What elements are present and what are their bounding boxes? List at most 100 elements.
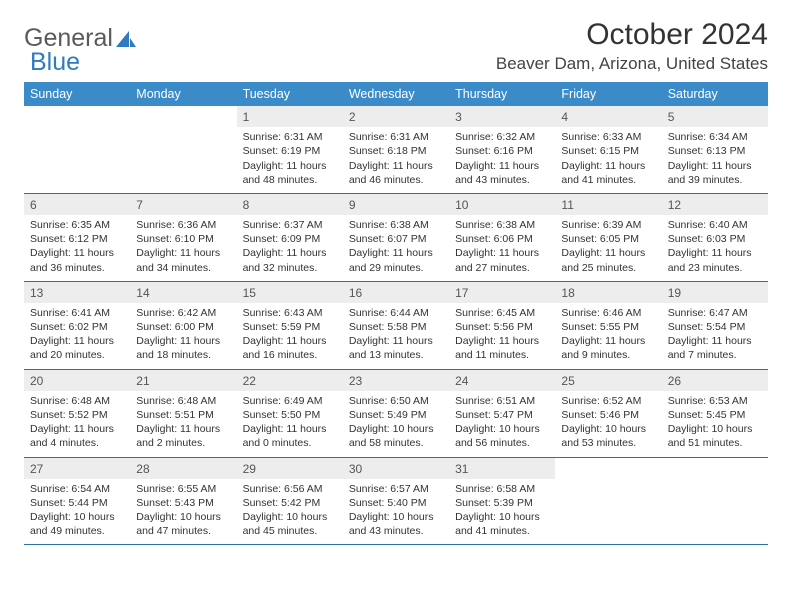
day-number: 6 <box>24 194 130 215</box>
day-cell: 18Sunrise: 6:46 AMSunset: 5:55 PMDayligh… <box>555 282 661 369</box>
daylight-text: Daylight: 11 hours <box>455 246 549 260</box>
day-number: 8 <box>237 194 343 215</box>
sunrise-text: Sunrise: 6:52 AM <box>561 394 655 408</box>
daylight-text: Daylight: 10 hours <box>349 510 443 524</box>
sunset-text: Sunset: 5:47 PM <box>455 408 549 422</box>
month-title: October 2024 <box>496 18 768 52</box>
day-cell: 7Sunrise: 6:36 AMSunset: 6:10 PMDaylight… <box>130 194 236 281</box>
sunset-text: Sunset: 5:50 PM <box>243 408 337 422</box>
day-cell: 31Sunrise: 6:58 AMSunset: 5:39 PMDayligh… <box>449 458 555 545</box>
sunrise-text: Sunrise: 6:31 AM <box>243 130 337 144</box>
week-row: 20Sunrise: 6:48 AMSunset: 5:52 PMDayligh… <box>24 370 768 458</box>
sunset-text: Sunset: 5:49 PM <box>349 408 443 422</box>
sunset-text: Sunset: 6:12 PM <box>30 232 124 246</box>
daylight-text: and 49 minutes. <box>30 524 124 538</box>
day-number: 4 <box>555 106 661 127</box>
daylight-text: Daylight: 11 hours <box>30 334 124 348</box>
sunset-text: Sunset: 5:42 PM <box>243 496 337 510</box>
sunset-text: Sunset: 5:46 PM <box>561 408 655 422</box>
day-body: Sunrise: 6:54 AMSunset: 5:44 PMDaylight:… <box>24 479 130 545</box>
day-body: Sunrise: 6:56 AMSunset: 5:42 PMDaylight:… <box>237 479 343 545</box>
daylight-text: and 11 minutes. <box>455 348 549 362</box>
daylight-text: and 41 minutes. <box>561 173 655 187</box>
day-body: Sunrise: 6:38 AMSunset: 6:07 PMDaylight:… <box>343 215 449 281</box>
sunset-text: Sunset: 6:13 PM <box>668 144 762 158</box>
location: Beaver Dam, Arizona, United States <box>496 54 768 74</box>
sunrise-text: Sunrise: 6:38 AM <box>349 218 443 232</box>
day-cell: 21Sunrise: 6:48 AMSunset: 5:51 PMDayligh… <box>130 370 236 457</box>
day-number: 17 <box>449 282 555 303</box>
day-number: 5 <box>662 106 768 127</box>
sunrise-text: Sunrise: 6:55 AM <box>136 482 230 496</box>
day-body: Sunrise: 6:48 AMSunset: 5:52 PMDaylight:… <box>24 391 130 457</box>
dow-row: Sunday Monday Tuesday Wednesday Thursday… <box>24 82 768 106</box>
sunset-text: Sunset: 6:19 PM <box>243 144 337 158</box>
daylight-text: Daylight: 11 hours <box>243 159 337 173</box>
day-body <box>662 479 768 488</box>
day-number: 3 <box>449 106 555 127</box>
daylight-text: Daylight: 11 hours <box>668 159 762 173</box>
daylight-text: and 41 minutes. <box>455 524 549 538</box>
dow-tuesday: Tuesday <box>237 82 343 106</box>
daylight-text: Daylight: 11 hours <box>243 246 337 260</box>
day-cell: 16Sunrise: 6:44 AMSunset: 5:58 PMDayligh… <box>343 282 449 369</box>
daylight-text: Daylight: 10 hours <box>455 422 549 436</box>
daylight-text: Daylight: 11 hours <box>455 334 549 348</box>
sunrise-text: Sunrise: 6:50 AM <box>349 394 443 408</box>
daylight-text: and 45 minutes. <box>243 524 337 538</box>
daylight-text: and 58 minutes. <box>349 436 443 450</box>
day-cell: 9Sunrise: 6:38 AMSunset: 6:07 PMDaylight… <box>343 194 449 281</box>
week-row: 6Sunrise: 6:35 AMSunset: 6:12 PMDaylight… <box>24 194 768 282</box>
daylight-text: Daylight: 11 hours <box>668 334 762 348</box>
sunrise-text: Sunrise: 6:45 AM <box>455 306 549 320</box>
day-cell: 11Sunrise: 6:39 AMSunset: 6:05 PMDayligh… <box>555 194 661 281</box>
daylight-text: Daylight: 11 hours <box>136 422 230 436</box>
day-body: Sunrise: 6:31 AMSunset: 6:18 PMDaylight:… <box>343 127 449 193</box>
sunrise-text: Sunrise: 6:34 AM <box>668 130 762 144</box>
daylight-text: Daylight: 11 hours <box>243 422 337 436</box>
day-body: Sunrise: 6:58 AMSunset: 5:39 PMDaylight:… <box>449 479 555 545</box>
day-cell: 14Sunrise: 6:42 AMSunset: 6:00 PMDayligh… <box>130 282 236 369</box>
day-cell: 6Sunrise: 6:35 AMSunset: 6:12 PMDaylight… <box>24 194 130 281</box>
day-cell: 3Sunrise: 6:32 AMSunset: 6:16 PMDaylight… <box>449 106 555 193</box>
sunset-text: Sunset: 6:18 PM <box>349 144 443 158</box>
dow-thursday: Thursday <box>449 82 555 106</box>
daylight-text: and 51 minutes. <box>668 436 762 450</box>
sunrise-text: Sunrise: 6:36 AM <box>136 218 230 232</box>
day-body: Sunrise: 6:49 AMSunset: 5:50 PMDaylight:… <box>237 391 343 457</box>
daylight-text: Daylight: 11 hours <box>136 334 230 348</box>
sunset-text: Sunset: 5:39 PM <box>455 496 549 510</box>
sunrise-text: Sunrise: 6:32 AM <box>455 130 549 144</box>
day-cell: 19Sunrise: 6:47 AMSunset: 5:54 PMDayligh… <box>662 282 768 369</box>
day-body <box>130 127 236 136</box>
daylight-text: and 29 minutes. <box>349 261 443 275</box>
day-body: Sunrise: 6:53 AMSunset: 5:45 PMDaylight:… <box>662 391 768 457</box>
day-number: 2 <box>343 106 449 127</box>
header: General October 2024 Beaver Dam, Arizona… <box>24 18 768 74</box>
week-row: 1Sunrise: 6:31 AMSunset: 6:19 PMDaylight… <box>24 106 768 194</box>
day-number: 7 <box>130 194 236 215</box>
day-cell <box>662 458 768 545</box>
day-number: 27 <box>24 458 130 479</box>
daylight-text: and 16 minutes. <box>243 348 337 362</box>
day-body: Sunrise: 6:39 AMSunset: 6:05 PMDaylight:… <box>555 215 661 281</box>
day-number: 19 <box>662 282 768 303</box>
day-number: 24 <box>449 370 555 391</box>
day-body: Sunrise: 6:46 AMSunset: 5:55 PMDaylight:… <box>555 303 661 369</box>
day-body: Sunrise: 6:31 AMSunset: 6:19 PMDaylight:… <box>237 127 343 193</box>
daylight-text: Daylight: 11 hours <box>349 159 443 173</box>
day-cell: 29Sunrise: 6:56 AMSunset: 5:42 PMDayligh… <box>237 458 343 545</box>
day-number: 12 <box>662 194 768 215</box>
day-number: 30 <box>343 458 449 479</box>
day-number: 15 <box>237 282 343 303</box>
day-cell: 13Sunrise: 6:41 AMSunset: 6:02 PMDayligh… <box>24 282 130 369</box>
day-cell <box>24 106 130 193</box>
day-cell: 17Sunrise: 6:45 AMSunset: 5:56 PMDayligh… <box>449 282 555 369</box>
dow-monday: Monday <box>130 82 236 106</box>
sunset-text: Sunset: 5:58 PM <box>349 320 443 334</box>
sunrise-text: Sunrise: 6:53 AM <box>668 394 762 408</box>
day-number: 21 <box>130 370 236 391</box>
day-cell: 8Sunrise: 6:37 AMSunset: 6:09 PMDaylight… <box>237 194 343 281</box>
day-number: 16 <box>343 282 449 303</box>
day-body: Sunrise: 6:47 AMSunset: 5:54 PMDaylight:… <box>662 303 768 369</box>
